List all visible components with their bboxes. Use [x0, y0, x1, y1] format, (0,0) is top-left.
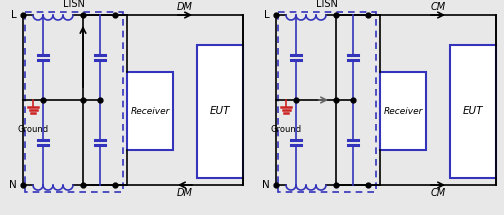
Text: L: L	[11, 10, 17, 20]
Text: EUT: EUT	[463, 106, 483, 117]
Text: Receiver: Receiver	[384, 106, 423, 115]
Text: DM: DM	[177, 2, 193, 12]
Bar	[127, 72, 173, 150]
Text: N: N	[262, 180, 270, 190]
Text: Receiver: Receiver	[131, 106, 170, 115]
Bar	[450, 45, 496, 178]
Bar	[197, 45, 243, 178]
Text: LISN: LISN	[316, 0, 338, 9]
Text: CM: CM	[430, 2, 446, 12]
Text: Ground: Ground	[18, 125, 48, 134]
Text: CM: CM	[430, 188, 446, 198]
Bar	[380, 72, 426, 150]
Text: EUT: EUT	[210, 106, 230, 117]
Text: N: N	[9, 180, 17, 190]
Text: LISN: LISN	[63, 0, 85, 9]
Text: L: L	[264, 10, 270, 20]
Text: DM: DM	[177, 188, 193, 198]
Text: Ground: Ground	[271, 125, 301, 134]
